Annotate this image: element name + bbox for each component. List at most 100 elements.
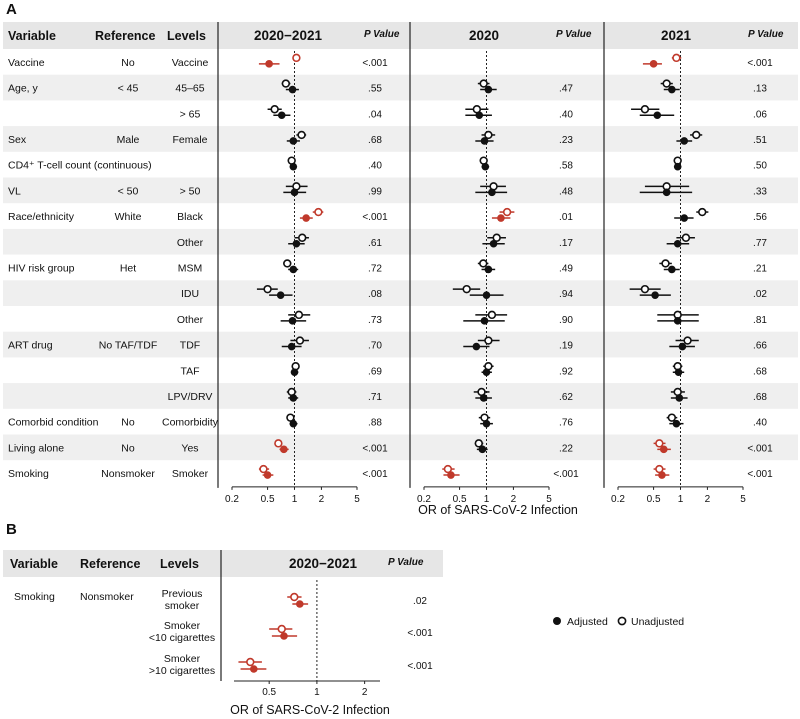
panel-b-reference: Nonsmoker: [80, 591, 134, 603]
row-pvalue: .76: [559, 418, 573, 429]
row-variable: CD4⁺ T-cell count (continuous): [8, 160, 152, 172]
row-level: Yes: [181, 442, 198, 454]
row-pvalue: .68: [368, 135, 382, 146]
point-adjusted: [678, 342, 687, 351]
panel-a-plots: 0.2 0.5 1 2 5 0.2 0.5 1 2 5 0.2 0.5 1 2 5: [217, 22, 746, 505]
row-level: Other: [177, 314, 204, 326]
row-variable: VL: [8, 185, 21, 197]
row-variable: HIV risk group: [8, 262, 75, 274]
pvalue-header-1: P Value: [364, 29, 400, 40]
row-level: Comorbidity: [162, 417, 219, 429]
row-pvalue: .08: [368, 289, 382, 300]
point-unadjusted: [298, 233, 307, 242]
point-unadjusted: [640, 284, 650, 294]
point-unadjusted: [479, 259, 488, 268]
point-unadjusted: [487, 310, 497, 320]
x-tick-label: 0.5: [261, 494, 275, 505]
row-pvalue: .68: [753, 392, 767, 403]
point-adjusted: [673, 317, 682, 325]
row-reference: Male: [117, 134, 140, 146]
row-stripe: [3, 383, 798, 409]
point-adjusted: [497, 214, 505, 222]
row-level: Black: [177, 211, 203, 223]
point-adjusted: [289, 419, 298, 428]
panel-b-level-line: Smoker: [164, 653, 201, 665]
row-reference: < 45: [118, 83, 139, 95]
point-adjusted: [482, 291, 491, 299]
point-unadjusted: [492, 233, 501, 242]
point-unadjusted: [314, 207, 323, 217]
x-tick-label: 5: [740, 494, 746, 505]
point-unadjusted: [667, 413, 677, 422]
row-pvalue: .77: [753, 238, 767, 249]
header-levels: Levels: [167, 29, 206, 43]
x-tick-label: 5: [546, 494, 552, 505]
panel-b-header-band: [3, 550, 443, 577]
row-pvalue: .17: [559, 238, 573, 249]
point-adjusted: [472, 342, 481, 351]
row-level: TDF: [180, 340, 200, 352]
point-unadjusted: [474, 439, 483, 448]
point-adjusted: [289, 394, 298, 402]
x-tick-label: 2: [511, 494, 517, 505]
point-adjusted: [480, 137, 489, 145]
panel-a-x-axis-title: OR of SARS-CoV-2 Infection: [418, 503, 578, 517]
row-pvalue: .81: [753, 315, 767, 326]
panel-b-x-tick-label: 0.5: [262, 687, 276, 698]
row-stripe: [3, 280, 798, 306]
point-unadjusted: [692, 130, 701, 140]
row-pvalue: .62: [559, 392, 573, 403]
point-adjusted: [484, 85, 493, 94]
row-pvalue: .40: [368, 161, 382, 172]
row-pvalue: .02: [753, 289, 767, 300]
point-adjusted: [668, 265, 676, 274]
point-unadjusted: [484, 336, 493, 345]
legend-adjusted-label: Adjusted: [567, 616, 608, 628]
row-pvalue: .68: [753, 366, 767, 377]
row-pvalue: .21: [753, 263, 767, 274]
legend: Adjusted Unadjusted: [553, 616, 684, 628]
panel-b-point-unadjusted: [277, 624, 286, 634]
row-reference: < 50: [118, 185, 139, 197]
row-pvalue: .61: [368, 238, 382, 249]
point-unadjusted: [263, 284, 272, 294]
point-unadjusted: [484, 130, 493, 140]
pvalue-header-2: P Value: [556, 29, 592, 40]
row-pvalue: <.001: [362, 443, 388, 454]
row-level: > 65: [180, 108, 201, 120]
x-tick-label: 2: [705, 494, 711, 505]
point-adjusted: [289, 162, 298, 171]
row-pvalue: .13: [753, 84, 767, 95]
row-stripe: [3, 126, 798, 152]
panel-b-level-line: Previous: [162, 588, 203, 600]
panel-b-pvalue-header: P Value: [388, 557, 424, 568]
point-adjusted: [288, 85, 297, 94]
point-adjusted: [680, 214, 689, 222]
point-unadjusted: [295, 336, 305, 345]
point-unadjusted: [683, 336, 692, 345]
row-pvalue: .33: [753, 186, 767, 197]
panel-b-header-levels: Levels: [160, 557, 199, 571]
panel-b-variable: Smoking: [14, 591, 55, 603]
x-tick-label: 1: [678, 494, 684, 505]
point-adjusted: [288, 317, 297, 325]
x-tick-label: 2: [319, 494, 325, 505]
panel-b-title: 2020−2021: [289, 556, 357, 571]
row-pvalue: .58: [559, 161, 573, 172]
panel-b-label: B: [6, 521, 17, 538]
panel-b-pvalue: <.001: [407, 661, 433, 672]
point-adjusted: [479, 394, 488, 402]
point-adjusted: [478, 445, 487, 454]
point-adjusted: [680, 137, 689, 145]
point-adjusted: [489, 239, 498, 248]
point-unadjusted: [661, 259, 670, 268]
row-pvalue: .23: [559, 135, 573, 146]
row-pvalue: .49: [559, 263, 573, 274]
row-pvalue: .66: [753, 341, 767, 352]
point-adjusted: [280, 445, 288, 454]
row-level: IDU: [181, 288, 199, 300]
row-variable: Comorbid condition: [8, 417, 99, 429]
point-adjusted: [484, 265, 493, 274]
row-pvalue: <.001: [553, 469, 579, 480]
